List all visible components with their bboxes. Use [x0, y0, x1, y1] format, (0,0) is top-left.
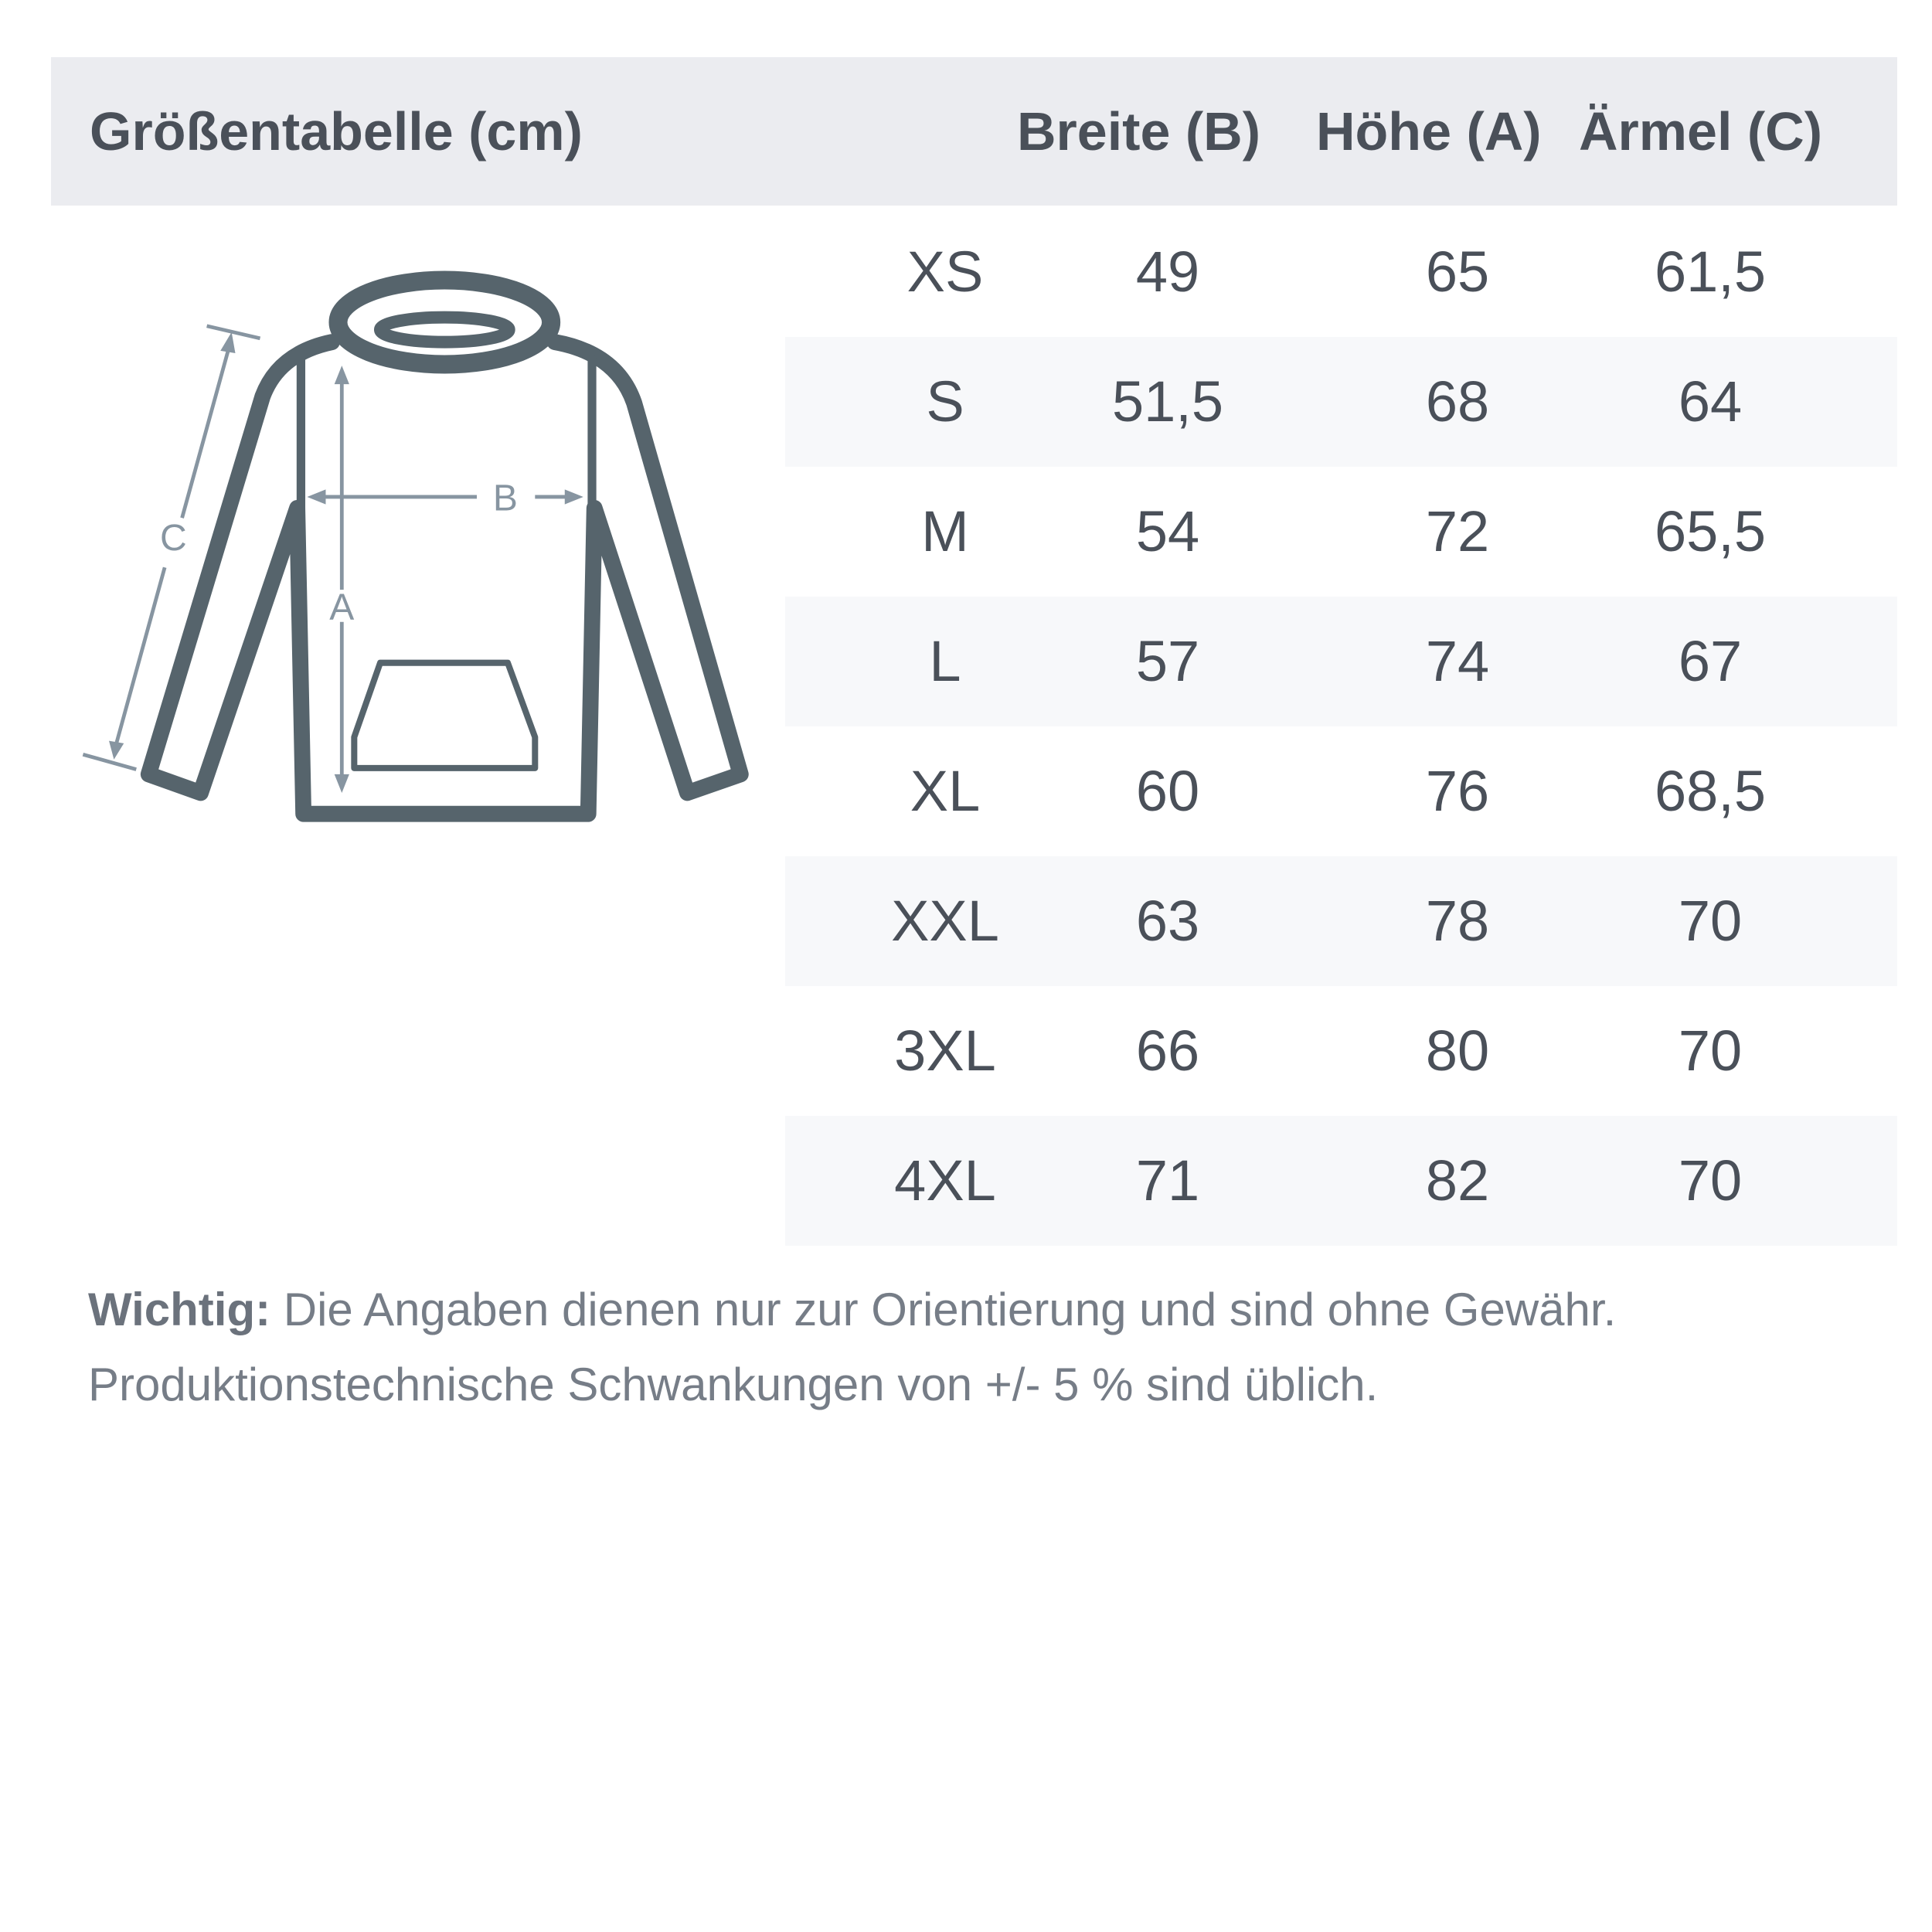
cell-hoehe: 74	[1425, 629, 1490, 693]
label-b: B	[493, 478, 518, 519]
cell-breite: 60	[1135, 759, 1200, 823]
cell-breite: 54	[1135, 499, 1200, 563]
note-bold: Wichtig:	[88, 1284, 271, 1335]
table-row: XS 49 65 61,5	[785, 207, 1897, 337]
cell-aermel: 67	[1678, 629, 1743, 693]
cell-hoehe: 65	[1425, 240, 1490, 304]
hood	[328, 270, 561, 374]
cell-aermel: 61,5	[1654, 240, 1767, 304]
cell-hoehe: 68	[1425, 369, 1490, 434]
table-row: XL 60 76 68,5	[785, 726, 1897, 856]
cell-size: M	[921, 499, 969, 563]
note-line-1: Wichtig: Die Angaben dienen nur zur Orie…	[88, 1283, 1616, 1336]
table-row: M 54 72 65,5	[785, 467, 1897, 597]
cell-breite: 57	[1135, 629, 1200, 693]
note-text: Die Angaben dienen nur zur Orientierung …	[270, 1284, 1617, 1335]
note-line-2: Produktionstechnische Schwankungen von +…	[88, 1359, 1379, 1410]
label-c: C	[160, 517, 187, 559]
cell-size: L	[929, 629, 961, 693]
cell-hoehe: 76	[1425, 759, 1490, 823]
cell-size: XS	[906, 240, 984, 304]
cell-hoehe: 80	[1425, 1019, 1490, 1083]
table-header: Größentabelle (cm) Breite (B) Höhe (A) Ä…	[51, 57, 1897, 206]
label-a: A	[329, 587, 354, 628]
cell-aermel: 65,5	[1654, 499, 1767, 563]
cell-aermel: 70	[1678, 1148, 1743, 1213]
table-row: XXL 63 78 70	[785, 856, 1897, 986]
cell-size: 3XL	[894, 1019, 996, 1083]
cell-aermel: 70	[1678, 1019, 1743, 1083]
table-row: 3XL 66 80 70	[785, 986, 1897, 1116]
cell-breite: 71	[1135, 1148, 1200, 1213]
column-header-aermel: Ärmel (C)	[1579, 101, 1823, 162]
cell-aermel: 64	[1678, 369, 1743, 434]
cell-breite: 66	[1135, 1019, 1200, 1083]
cell-hoehe: 72	[1425, 499, 1490, 563]
table-row: 4XL 71 82 70	[785, 1116, 1897, 1246]
table-row: L 57 74 67	[785, 597, 1897, 726]
cell-breite: 51,5	[1111, 369, 1224, 434]
hoodie-icon: A B C	[82, 270, 749, 822]
cell-size: S	[926, 369, 964, 434]
column-header-breite: Breite (B)	[1017, 101, 1261, 162]
page-title: Größentabelle (cm)	[90, 101, 583, 162]
cell-size: 4XL	[894, 1148, 996, 1213]
cell-aermel: 70	[1678, 889, 1743, 953]
cell-size: XL	[910, 759, 981, 823]
cell-aermel: 68,5	[1654, 759, 1767, 823]
cell-hoehe: 82	[1425, 1148, 1490, 1213]
cell-breite: 49	[1135, 240, 1200, 304]
hoodie-outline	[140, 334, 749, 822]
table-row: S 51,5 68 64	[785, 337, 1897, 467]
cell-hoehe: 78	[1425, 889, 1490, 953]
column-header-hoehe: Höhe (A)	[1316, 101, 1542, 162]
cell-breite: 63	[1135, 889, 1200, 953]
pocket	[351, 659, 539, 771]
cell-size: XXL	[891, 889, 999, 953]
